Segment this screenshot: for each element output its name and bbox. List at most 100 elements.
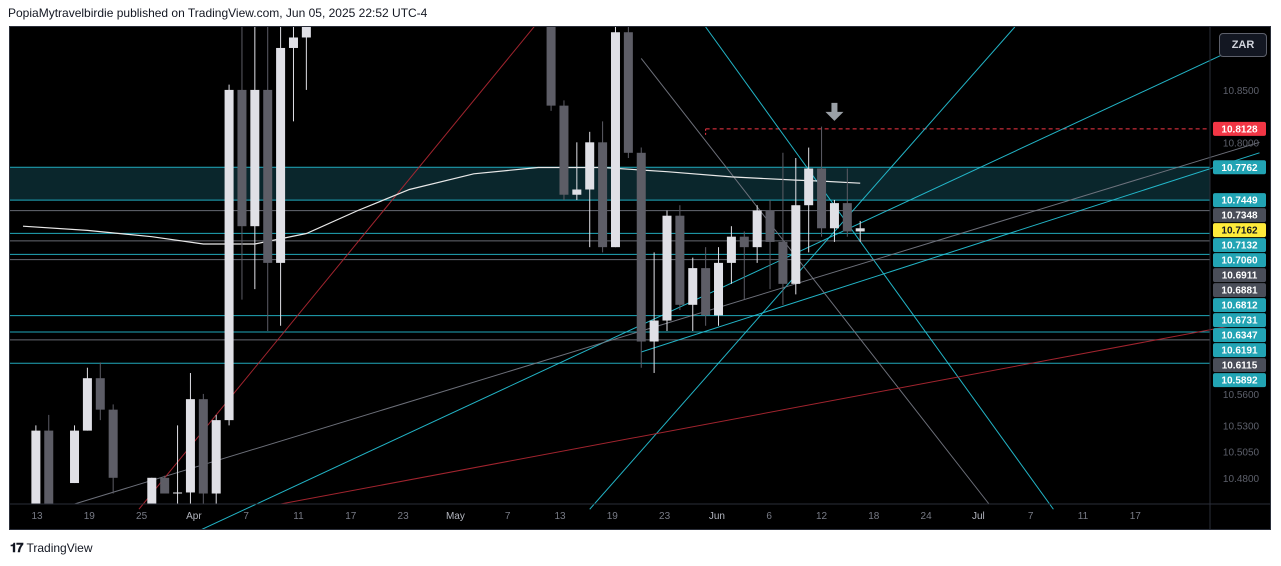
price-label: 10.7449	[1221, 196, 1258, 207]
trendline	[589, 27, 1016, 510]
candle-body	[173, 492, 183, 494]
y-tick-label: 10.4800	[1223, 474, 1260, 485]
candle-body	[276, 47, 286, 263]
candle-body	[211, 420, 221, 494]
x-tick-label: 7	[243, 511, 249, 522]
candle-body	[237, 89, 247, 227]
candle-body	[185, 399, 195, 493]
price-label: 10.7060	[1221, 256, 1258, 267]
down-arrow-icon	[825, 102, 844, 121]
highlight-zone	[10, 167, 1210, 201]
price-label: 10.6115	[1222, 361, 1258, 372]
candle-body	[70, 430, 80, 484]
price-label-box	[1213, 298, 1266, 313]
candle-body	[855, 228, 865, 232]
candle-body	[662, 215, 672, 321]
candle-body	[791, 205, 801, 284]
tradingview-logo-icon: 𝟏𝟕	[10, 540, 24, 555]
y-tick-label: 10.5050	[1223, 448, 1260, 459]
candle-body	[572, 189, 582, 195]
candle-body	[688, 268, 698, 305]
price-label-box	[1213, 238, 1266, 253]
trendline	[641, 152, 1260, 353]
candle-body	[726, 236, 736, 263]
x-tick-label: 11	[1078, 511, 1089, 522]
x-tick-label: 19	[607, 511, 619, 522]
price-label-box	[1213, 253, 1266, 268]
y-tick-label: 10.8500	[1223, 86, 1260, 97]
candle-body	[224, 89, 234, 421]
price-label: 10.7132	[1221, 241, 1258, 252]
candle-body	[842, 203, 852, 232]
candle-body	[829, 203, 839, 229]
candle-body	[804, 168, 814, 206]
candle-body	[250, 89, 260, 227]
price-label: 10.6347	[1221, 331, 1258, 342]
candle-body	[817, 168, 827, 229]
currency-button[interactable]: ZAR	[1219, 33, 1267, 57]
x-tick-label: 7	[1028, 511, 1034, 522]
chart-area[interactable]: 10.8500 10.8000 10.5600 10.5300 10.5050 10.48…	[9, 26, 1271, 530]
x-tick-label: Jul	[972, 511, 985, 522]
candle-body	[585, 142, 595, 190]
x-tick-label: 13	[554, 511, 566, 522]
price-label: 10.6911	[1222, 271, 1258, 282]
price-label-box	[1213, 193, 1266, 208]
x-tick-label: 17	[1130, 511, 1142, 522]
y-tick-label: 10.5600	[1223, 390, 1260, 401]
candlestick-chart[interactable]: 10.8500 10.8000 10.5600 10.5300 10.5050 10.48…	[10, 27, 1270, 529]
candle-body	[636, 152, 646, 342]
price-label-box	[1213, 328, 1266, 343]
price-label-box	[1213, 358, 1266, 373]
x-tick-label: 13	[31, 511, 43, 522]
candle-body	[623, 32, 633, 153]
candle-body	[546, 27, 556, 106]
x-tick-label: 23	[659, 511, 671, 522]
price-label-box	[1213, 373, 1266, 388]
candle-body	[765, 210, 775, 242]
candle-body	[44, 430, 54, 504]
footer-brand: 𝟏𝟕 TradingView	[10, 540, 93, 556]
price-label-box	[1213, 223, 1266, 238]
candle-body	[263, 89, 273, 263]
price-label: 10.7162	[1221, 226, 1258, 237]
candle-body	[108, 409, 118, 478]
price-label-box	[1213, 313, 1266, 328]
trendline	[280, 320, 1260, 505]
x-tick-label: Apr	[186, 511, 202, 522]
price-label: 10.7348	[1221, 211, 1258, 222]
price-label: 10.6881	[1221, 286, 1258, 297]
candle-body	[752, 210, 762, 248]
candle-body	[82, 378, 92, 431]
price-label: 10.6191	[1221, 346, 1258, 357]
candle-body	[160, 477, 170, 494]
x-tick-label: 18	[868, 511, 880, 522]
price-label-box	[1213, 160, 1266, 175]
price-label: 10.8128	[1221, 124, 1258, 135]
x-tick-label: 25	[136, 511, 148, 522]
candle-body	[778, 241, 788, 284]
candle-body	[301, 27, 311, 38]
x-tick-label: 17	[345, 511, 357, 522]
trendline	[640, 58, 990, 505]
candle-body	[701, 268, 711, 316]
price-label: 10.6812	[1221, 301, 1258, 312]
candle-body	[288, 37, 298, 48]
y-tick-label: 10.5300	[1223, 421, 1260, 432]
x-tick-label: May	[446, 511, 465, 522]
x-tick-label: 11	[293, 511, 304, 522]
candle-body	[714, 262, 724, 316]
x-tick-label: 23	[398, 511, 410, 522]
candle-body	[675, 215, 685, 305]
publish-header: PopiaMytravelbirdie published on Trading…	[8, 6, 428, 20]
x-tick-label: 12	[816, 511, 828, 522]
moving-average-line	[22, 166, 861, 245]
price-label: 10.6731	[1221, 316, 1258, 327]
y-tick-label: 10.8000	[1223, 138, 1260, 149]
x-tick-label: 7	[505, 511, 511, 522]
candle-body	[610, 32, 620, 248]
x-tick-label: 24	[921, 511, 933, 522]
x-tick-label: 19	[84, 511, 96, 522]
candle-body	[198, 399, 208, 494]
price-label: 10.5892	[1221, 376, 1258, 387]
